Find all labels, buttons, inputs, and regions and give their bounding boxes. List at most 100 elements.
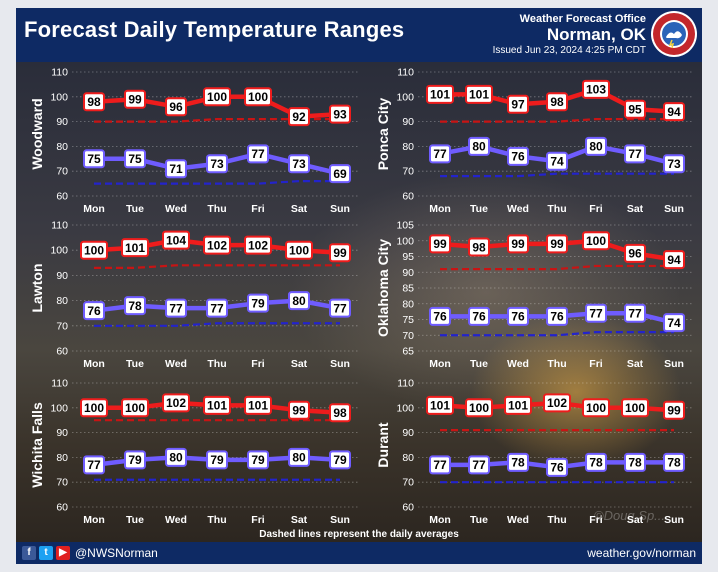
high-value-label: 100	[625, 401, 645, 415]
high-value-label: 97	[511, 97, 525, 111]
high-value-label: 94	[667, 253, 681, 267]
low-value-box	[329, 450, 351, 470]
high-value-label: 96	[169, 100, 183, 114]
low-value-box	[585, 136, 607, 156]
chart-panel-4: 60 70 80 90 100 110 Mon Tue Wed Thu Fri Sat Sun Wichi…	[29, 378, 358, 526]
high-value-label: 98	[333, 406, 347, 420]
location-label: Durant	[375, 422, 391, 467]
y-tick-label: 80	[402, 298, 414, 310]
low-value-label: 80	[292, 294, 306, 308]
low-value-box	[206, 450, 228, 470]
x-tick-label: Thu	[547, 514, 566, 526]
low-value-label: 73	[667, 157, 681, 171]
high-value-box	[468, 237, 490, 257]
high-value-label: 99	[667, 403, 681, 417]
y-tick-label: 80	[56, 295, 68, 307]
high-value-box	[162, 393, 190, 413]
low-value-label: 80	[589, 140, 603, 154]
chart-panel-3: 65 70 75 80 85 90 95 100 105 Mon Tue Wed Thu Fri Sat Su…	[375, 220, 692, 370]
high-value-label: 98	[87, 95, 101, 109]
x-tick-label: Sun	[664, 203, 684, 215]
low-value-box	[663, 154, 685, 174]
x-tick-label: Tue	[126, 358, 144, 370]
high-value-box	[507, 94, 529, 114]
low-value-box	[124, 296, 146, 316]
x-tick-label: Sat	[291, 203, 308, 215]
x-tick-label: Tue	[470, 358, 488, 370]
x-tick-label: Thu	[547, 203, 566, 215]
x-tick-label: Sat	[627, 203, 644, 215]
high-value-box	[582, 231, 610, 251]
high-value-label: 99	[433, 237, 447, 251]
website-link[interactable]: weather.gov/norman	[587, 546, 696, 560]
high-value-box	[329, 104, 351, 124]
high-value-label: 100	[469, 401, 489, 415]
low-value-label: 79	[128, 453, 142, 467]
high-value-label: 104	[166, 233, 186, 247]
low-value-label: 79	[251, 453, 265, 467]
chart-panel-1: 60 70 80 90 100 110 Mon Tue Wed Thu Fri Sat Sun Ponca…	[375, 67, 692, 215]
x-tick-label: Sun	[330, 358, 350, 370]
y-tick-label: 80	[56, 452, 68, 464]
low-value-box	[546, 151, 568, 171]
low-value-label: 78	[667, 456, 681, 470]
x-tick-label: Sun	[330, 514, 350, 526]
x-tick-label: Mon	[429, 358, 451, 370]
high-value-label: 101	[430, 399, 450, 413]
high-value-label: 100	[84, 401, 104, 415]
low-value-label: 75	[87, 152, 101, 166]
low-value-label: 74	[667, 316, 681, 330]
x-tick-label: Thu	[207, 358, 226, 370]
high-value-box	[244, 395, 272, 415]
low-value-box	[288, 291, 310, 311]
y-tick-label: 70	[402, 330, 414, 342]
high-value-box	[121, 398, 149, 418]
low-value-box	[247, 293, 269, 313]
x-tick-label: Mon	[429, 514, 451, 526]
low-value-label: 77	[589, 306, 603, 320]
y-tick-label: 65	[402, 346, 414, 358]
y-tick-label: 90	[402, 427, 414, 439]
y-tick-label: 100	[50, 91, 68, 103]
low-value-label: 79	[333, 453, 347, 467]
high-value-label: 102	[207, 238, 227, 252]
high-value-label: 100	[586, 401, 606, 415]
location-label: Wichita Falls	[29, 402, 45, 488]
high-value-box	[465, 398, 493, 418]
y-tick-label: 70	[56, 320, 68, 332]
y-tick-label: 70	[402, 166, 414, 178]
low-value-box	[329, 164, 351, 184]
y-tick-label: 110	[397, 378, 414, 390]
location-label: Ponca City	[375, 98, 391, 171]
high-value-label: 100	[586, 234, 606, 248]
high-value-label: 92	[292, 110, 306, 124]
high-value-box	[162, 230, 190, 250]
youtube-icon[interactable]: ▶	[56, 546, 70, 560]
x-tick-label: Thu	[207, 203, 226, 215]
high-value-box	[285, 240, 313, 260]
twitter-icon[interactable]: t	[39, 546, 53, 560]
social-handle[interactable]: @NWSNorman	[75, 546, 158, 560]
y-tick-label: 80	[402, 141, 414, 153]
high-value-label: 103	[586, 83, 606, 97]
y-tick-label: 90	[56, 116, 68, 128]
low_avg-line	[94, 322, 340, 327]
y-tick-label: 100	[396, 402, 414, 414]
high-value-label: 100	[289, 243, 309, 257]
y-tick-label: 60	[56, 346, 68, 358]
y-tick-label: 90	[56, 427, 68, 439]
low-value-box	[165, 298, 187, 318]
x-tick-label: Wed	[165, 203, 187, 215]
facebook-icon[interactable]: f	[22, 546, 36, 560]
low-value-label: 80	[472, 140, 486, 154]
high-value-label: 99	[128, 92, 142, 106]
high-value-label: 96	[628, 247, 642, 261]
low-value-box	[165, 159, 187, 179]
low-value-label: 76	[87, 304, 101, 318]
x-tick-label: Tue	[126, 514, 144, 526]
high-value-box	[80, 240, 108, 260]
x-tick-label: Wed	[507, 514, 529, 526]
y-tick-label: 60	[56, 502, 68, 514]
low-value-box	[206, 298, 228, 318]
